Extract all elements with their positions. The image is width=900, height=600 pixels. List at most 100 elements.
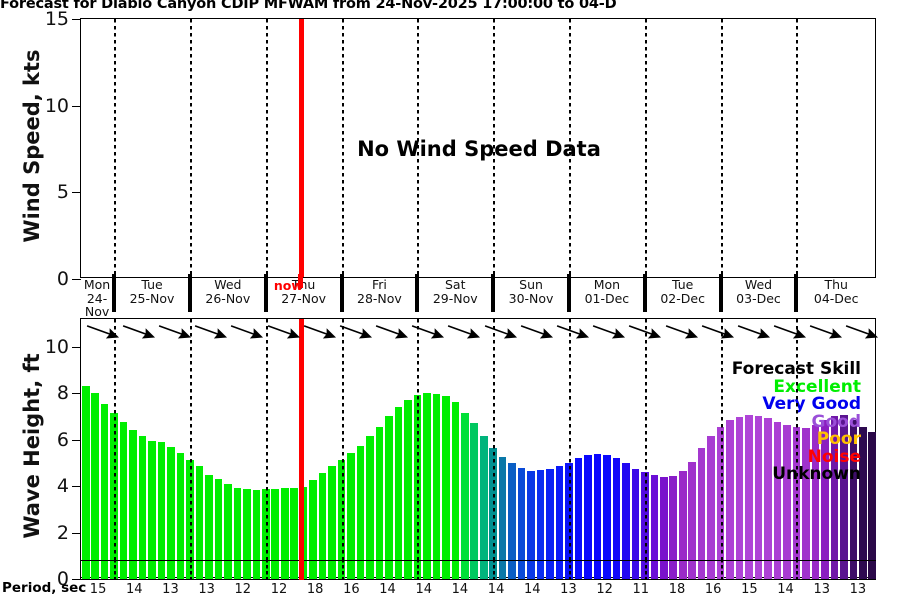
wave-height-panel: Forecast Skill Excellent Very Good Good Poor…: [45, 318, 877, 590]
period-color-cell: [366, 561, 374, 579]
day-separator: [718, 274, 723, 312]
period-color-cell: [442, 561, 450, 579]
wind-y-tick: [72, 192, 81, 194]
wave-height-bar: [224, 483, 232, 577]
period-color-cell: [176, 561, 185, 579]
period-tick-label: 14: [125, 582, 143, 597]
day-separator: [794, 274, 799, 312]
wind-y-tick-label: 10: [44, 94, 69, 117]
day-name: Sun: [519, 277, 543, 292]
period-color-cell: [603, 561, 611, 579]
wave-height-bar: [517, 467, 526, 577]
wind-day-gridline: [720, 19, 723, 277]
period-color-cell: [527, 561, 535, 579]
wave-height-bar: [148, 441, 156, 577]
wave-height-bar: [555, 466, 564, 577]
wave-height-bar: [366, 436, 374, 577]
wave-height-bar: [498, 457, 507, 577]
period-axis-label: Period, sec: [2, 580, 87, 596]
wave-direction-arrow: [156, 320, 196, 344]
wave-day-gridline: [189, 319, 192, 577]
wave-height-bar: [584, 454, 592, 577]
day-separator: [187, 274, 192, 312]
wave-height-bar: [271, 489, 280, 577]
wave-height-bar: [167, 446, 175, 577]
period-day-tick: [720, 559, 723, 579]
wave-height-bar: [233, 488, 242, 577]
wave-direction-arrow: [373, 320, 413, 344]
period-day-tick: [265, 559, 268, 579]
period-color-cell: [868, 561, 877, 579]
wave-height-bar: [252, 489, 261, 577]
day-date: 28-Nov: [357, 290, 402, 306]
wave-day-gridline: [417, 319, 420, 577]
day-date: 29-Nov: [432, 290, 478, 306]
period-color-cell: [347, 561, 355, 579]
wave-height-bar: [650, 474, 659, 577]
wave-height-bar: [157, 442, 166, 577]
wave-height-bar: [385, 415, 393, 577]
period-color-cell: [423, 561, 431, 579]
period-color-cell: [404, 561, 412, 579]
wave-height-bar: [764, 418, 772, 577]
period-tick-label: 14: [415, 582, 432, 597]
wave-height-bar: [91, 392, 99, 577]
wave-y-tick-label: 8: [56, 382, 69, 405]
period-color-cell: [849, 561, 858, 579]
period-color-cell: [224, 561, 232, 579]
no-wind-data-message: No Wind Speed Data: [357, 137, 601, 161]
wave-direction-arrow: [228, 320, 268, 344]
period-color-cell: [460, 561, 469, 579]
period-color-cell: [138, 561, 147, 579]
period-color-cell: [233, 561, 242, 579]
wave-day-gridline: [568, 319, 571, 577]
wave-height-bar: [868, 431, 877, 577]
wave-height-bar: [678, 471, 687, 577]
wave-height-bar: [205, 474, 213, 577]
wave-height-bar: [214, 479, 223, 577]
wind-y-tick: [72, 279, 81, 280]
wave-direction-arrow: [445, 320, 485, 344]
day-name: Wed: [744, 277, 773, 292]
day-separator: [415, 274, 420, 312]
period-day-tick: [493, 559, 496, 579]
period-color-cell: [688, 561, 696, 579]
day-name: Tue: [671, 277, 694, 292]
day-name: Sat: [444, 277, 466, 292]
legend-item-unknown: Unknown: [772, 464, 861, 484]
period-color-cell: [309, 561, 317, 579]
wave-height-bar: [593, 453, 602, 577]
period-color-cell: [754, 561, 763, 579]
period-color-cell: [243, 561, 251, 579]
wave-day-gridline: [796, 319, 799, 577]
period-color-cell: [214, 561, 223, 579]
day-date: 27-Nov: [281, 290, 327, 306]
wave-day-gridline: [720, 319, 723, 577]
wind-day-gridline: [417, 19, 420, 277]
period-color-cell: [290, 561, 298, 579]
wind-day-gridline: [341, 19, 344, 277]
period-color-cell: [574, 561, 583, 579]
period-color-cell: [205, 561, 213, 579]
period-color-cell: [81, 561, 90, 579]
period-color-cell: [735, 561, 744, 579]
day-name: Tue: [141, 277, 163, 292]
wave-day-gridline: [114, 319, 117, 577]
wave-height-bar: [119, 421, 128, 577]
legend-item-poor: Poor: [816, 429, 861, 449]
period-color-cell: [252, 561, 261, 579]
day-separator: [642, 274, 647, 312]
wave-y-tick: [72, 579, 81, 580]
day-label: Mon 24-Nov: [80, 278, 114, 318]
wave-height-bar: [527, 471, 535, 577]
period-color-cell: [318, 561, 327, 579]
period-tick-label: 13: [198, 582, 215, 597]
period-color-cell: [858, 561, 867, 579]
wave-y-tick: [72, 439, 81, 441]
legend-item-good: Good: [811, 411, 861, 432]
wave-height-bar: [100, 404, 109, 577]
day-name: Fri: [371, 277, 387, 292]
period-color-strip: [80, 559, 877, 580]
wind-y-tick-label: 15: [44, 8, 69, 30]
day-axis: Mon 24-Nov Tue 25-Nov Wed 26-Nov Thu 27-Nov Fri 2…: [80, 274, 876, 318]
